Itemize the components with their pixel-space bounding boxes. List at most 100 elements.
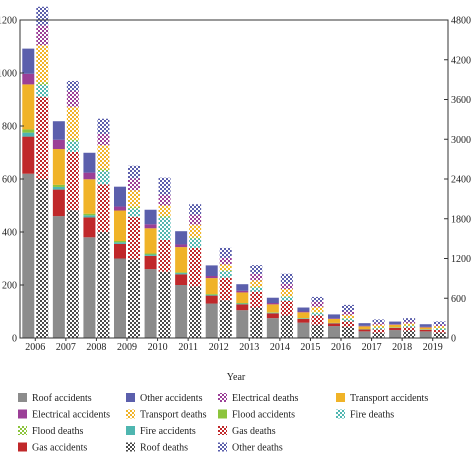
bar-gas-accidents-2019 bbox=[419, 329, 432, 332]
bar-roof-deaths-2014 bbox=[280, 315, 293, 338]
bar-transport-deaths-2007 bbox=[66, 106, 79, 140]
bar-electrical-accidents-2012 bbox=[205, 275, 218, 279]
bar-other-deaths-2007 bbox=[66, 80, 79, 91]
bar-fire-deaths-2013 bbox=[250, 287, 263, 292]
bar-gas-accidents-2013 bbox=[236, 304, 249, 311]
bar-transport-accidents-2018 bbox=[389, 324, 402, 328]
bar-flood-deaths-2019 bbox=[433, 328, 446, 329]
left-axis-tick-label: 200 bbox=[2, 281, 17, 292]
bar-electrical-deaths-2008 bbox=[97, 133, 110, 146]
bars-group bbox=[22, 6, 446, 338]
x-axis-tick-label: 2006 bbox=[25, 342, 45, 353]
legend-swatch-other-accidents bbox=[126, 393, 135, 402]
bar-transport-accidents-2011 bbox=[175, 247, 188, 273]
bar-fire-accidents-2006 bbox=[22, 132, 35, 137]
bar-transport-deaths-2013 bbox=[250, 280, 263, 287]
right-axis-tick-label: 600 bbox=[451, 294, 466, 305]
bar-gas-deaths-2008 bbox=[97, 184, 110, 232]
bar-other-accidents-2017 bbox=[358, 323, 371, 326]
bar-electrical-accidents-2007 bbox=[52, 139, 65, 150]
bar-flood-accidents-2012 bbox=[205, 294, 218, 295]
bar-electrical-deaths-2009 bbox=[128, 178, 140, 191]
right-axis-tick-label: 4200 bbox=[451, 55, 471, 66]
legend-label-other-deaths: Other deaths bbox=[232, 443, 283, 454]
bar-gas-deaths-2014 bbox=[280, 300, 293, 316]
bar-other-accidents-2008 bbox=[83, 152, 96, 173]
bar-roof-deaths-2009 bbox=[128, 259, 140, 338]
bar-roof-accidents-2017 bbox=[358, 331, 371, 338]
right-axis-tick-label: 3600 bbox=[451, 95, 471, 106]
bar-gas-accidents-2014 bbox=[266, 313, 279, 319]
bar-fire-deaths-2009 bbox=[128, 208, 140, 217]
bar-roof-accidents-2006 bbox=[22, 173, 35, 338]
bar-transport-deaths-2018 bbox=[403, 323, 416, 326]
bar-gas-accidents-2008 bbox=[83, 217, 96, 238]
bar-fire-deaths-2007 bbox=[66, 141, 79, 152]
bar-fire-accidents-2011 bbox=[175, 273, 188, 275]
right-axis-tick-label: 1200 bbox=[451, 254, 471, 265]
bar-electrical-deaths-2010 bbox=[158, 194, 171, 206]
bar-flood-deaths-2017 bbox=[372, 327, 385, 329]
bar-transport-accidents-2013 bbox=[236, 292, 249, 304]
bar-electrical-deaths-2011 bbox=[189, 214, 202, 225]
bar-flood-accidents-2014 bbox=[266, 312, 279, 313]
x-axis-tick-label: 2010 bbox=[148, 342, 168, 353]
legend-swatch-flood-accidents bbox=[218, 409, 227, 419]
bar-fire-accidents-2015 bbox=[297, 318, 310, 319]
left-axis-tick-label: 1000 bbox=[0, 69, 17, 80]
bar-flood-deaths-2010 bbox=[158, 216, 171, 218]
bar-electrical-accidents-2015 bbox=[297, 311, 310, 313]
bar-other-deaths-2009 bbox=[128, 165, 140, 179]
bar-transport-deaths-2014 bbox=[280, 288, 293, 297]
legend-label-flood-deaths: Flood deaths bbox=[32, 426, 83, 437]
legend-label-electrical-deaths: Electrical deaths bbox=[232, 393, 298, 404]
x-axis-tick-label: 2007 bbox=[56, 342, 76, 353]
bar-flood-deaths-2009 bbox=[128, 206, 140, 209]
legend-label-fire-deaths: Fire deaths bbox=[350, 410, 394, 421]
right-axis-tick-label: 0 bbox=[451, 334, 456, 345]
right-axis-tick-label: 2400 bbox=[451, 175, 471, 186]
legend-label-transport-accidents: Transport accidents bbox=[350, 393, 428, 404]
bar-fire-deaths-2014 bbox=[280, 296, 293, 301]
bar-electrical-accidents-2018 bbox=[389, 324, 402, 325]
bar-other-deaths-2019 bbox=[433, 321, 446, 325]
bar-transport-deaths-2010 bbox=[158, 205, 171, 217]
bar-transport-accidents-2016 bbox=[328, 318, 340, 323]
bar-flood-deaths-2018 bbox=[403, 325, 416, 327]
bar-electrical-accidents-2013 bbox=[236, 290, 249, 293]
bar-flood-accidents-2011 bbox=[175, 272, 188, 274]
bar-gas-accidents-2012 bbox=[205, 295, 218, 304]
bar-other-deaths-2010 bbox=[158, 177, 171, 195]
bar-flood-accidents-2007 bbox=[52, 184, 65, 187]
bar-roof-deaths-2008 bbox=[97, 232, 110, 338]
bar-electrical-accidents-2019 bbox=[419, 326, 432, 328]
bar-roof-deaths-2012 bbox=[219, 300, 232, 338]
legend-swatch-other-deaths bbox=[218, 442, 227, 452]
bar-other-deaths-2008 bbox=[97, 118, 110, 134]
bar-roof-accidents-2016 bbox=[328, 326, 340, 338]
bar-electrical-accidents-2010 bbox=[144, 224, 157, 229]
bar-fire-deaths-2006 bbox=[36, 84, 49, 97]
bar-other-deaths-2013 bbox=[250, 265, 263, 274]
x-axis-tick-label: 2013 bbox=[239, 342, 259, 353]
bar-gas-accidents-2016 bbox=[328, 323, 340, 327]
bar-electrical-accidents-2014 bbox=[266, 303, 279, 305]
legend-label-other-accidents: Other accidents bbox=[140, 393, 203, 404]
legend-swatch-electrical-accidents bbox=[18, 409, 27, 419]
bar-fire-deaths-2016 bbox=[342, 318, 354, 322]
bar-gas-deaths-2017 bbox=[372, 329, 385, 333]
bar-gas-deaths-2010 bbox=[158, 239, 171, 272]
bar-transport-deaths-2009 bbox=[128, 190, 140, 207]
bar-transport-accidents-2009 bbox=[114, 210, 126, 242]
legend: Roof accidents Other accidents Electrical … bbox=[18, 393, 428, 454]
legend-label-transport-deaths: Transport deaths bbox=[140, 410, 207, 421]
bar-roof-deaths-2007 bbox=[66, 210, 79, 338]
legend-swatch-gas-accidents bbox=[18, 442, 27, 452]
bar-electrical-accidents-2006 bbox=[22, 73, 35, 85]
x-axis-tick-label: 2012 bbox=[209, 342, 229, 353]
bar-transport-deaths-2017 bbox=[372, 324, 385, 328]
bar-flood-deaths-2013 bbox=[250, 286, 263, 288]
legend-swatch-fire-accidents bbox=[126, 426, 135, 435]
bar-gas-deaths-2011 bbox=[189, 247, 202, 287]
bar-roof-accidents-2013 bbox=[236, 310, 249, 338]
